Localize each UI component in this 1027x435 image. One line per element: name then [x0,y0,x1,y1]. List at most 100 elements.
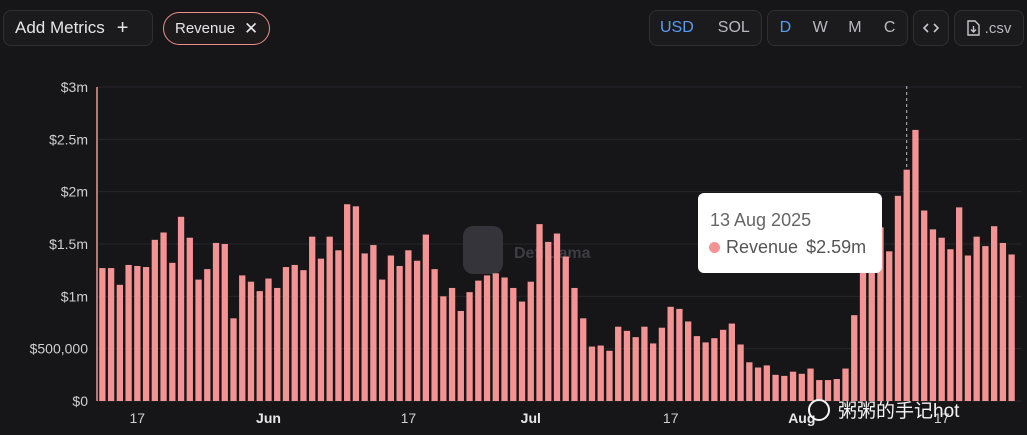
bar[interactable] [877,227,884,401]
bar[interactable] [431,269,438,401]
bar[interactable] [912,129,919,401]
bar[interactable] [221,244,228,401]
bar[interactable] [859,239,867,401]
period-daily-option[interactable]: D [779,19,792,36]
bar[interactable] [545,241,552,401]
bar[interactable] [169,262,176,401]
bar[interactable] [685,321,692,401]
bar[interactable] [483,275,491,401]
bar[interactable] [1008,254,1015,401]
bar[interactable] [422,234,429,401]
bar[interactable] [291,264,298,401]
revenue-metric-chip[interactable]: Revenue ✕ [163,12,270,45]
bar[interactable] [370,245,377,401]
csv-download-button[interactable]: .csv [954,10,1024,46]
bar[interactable] [501,277,508,401]
bar[interactable] [658,327,666,401]
bar[interactable] [641,326,648,401]
bar[interactable] [344,204,351,401]
bar[interactable] [632,337,639,401]
bar[interactable] [693,336,701,401]
bar[interactable] [615,326,622,401]
add-metrics-button[interactable]: Add Metrics + [3,10,153,46]
bar[interactable] [440,296,447,401]
bar[interactable] [134,265,141,401]
bar[interactable] [379,279,386,401]
bar[interactable] [562,256,569,401]
bar[interactable] [824,380,832,401]
bar[interactable] [335,250,342,401]
bar[interactable] [807,368,814,401]
bar[interactable] [396,265,403,401]
bar[interactable] [947,249,954,401]
bar[interactable] [956,207,963,401]
bar[interactable] [711,338,718,401]
bar[interactable] [571,287,578,401]
bar[interactable] [772,374,779,401]
bar[interactable] [212,242,220,401]
bar[interactable] [256,291,263,401]
bar[interactable] [816,380,823,401]
bar[interactable] [789,371,797,401]
bar[interactable] [964,255,972,401]
bar[interactable] [929,229,937,401]
bar[interactable] [186,237,193,401]
bar[interactable] [282,267,290,401]
bar[interactable] [466,292,473,401]
bar[interactable] [239,275,246,401]
bar[interactable] [448,287,456,401]
bar[interactable] [702,342,709,401]
bar[interactable] [588,346,596,401]
bar[interactable] [667,306,674,401]
close-icon[interactable]: ✕ [244,19,259,38]
period-cumulative-option[interactable]: C [883,19,896,36]
bar[interactable] [475,280,482,401]
bar[interactable] [510,287,517,401]
bar[interactable] [781,375,788,401]
bar[interactable] [265,278,272,401]
bar[interactable] [580,318,587,401]
bar[interactable] [300,270,307,401]
bar[interactable] [973,236,980,401]
bar[interactable] [597,345,604,401]
bar[interactable] [160,232,167,401]
bar[interactable] [536,224,543,401]
bar[interactable] [116,284,123,401]
bar[interactable] [151,239,158,401]
bar[interactable] [903,169,910,401]
bar[interactable] [798,373,805,401]
bar[interactable] [982,246,989,401]
currency-sol-option[interactable]: SOL [717,19,750,36]
bar[interactable] [99,268,106,401]
bar[interactable] [851,315,858,401]
bar[interactable] [247,281,255,401]
bar[interactable] [492,273,499,401]
bar[interactable] [606,350,613,401]
bar[interactable] [195,279,202,401]
bar[interactable] [763,365,770,401]
bar[interactable] [754,367,762,401]
bar[interactable] [352,206,360,401]
bar[interactable] [142,267,150,401]
bar[interactable] [405,250,412,401]
bar[interactable] [842,368,849,401]
bar[interactable] [309,236,316,401]
bar[interactable] [991,226,998,401]
bar[interactable] [274,287,281,401]
bar[interactable] [938,237,945,401]
bar[interactable] [518,301,526,401]
bar[interactable] [650,343,657,401]
bar[interactable] [728,323,735,401]
bar[interactable] [413,260,421,401]
period-weekly-option[interactable]: W [812,19,828,36]
bar[interactable] [746,362,753,401]
bar[interactable] [457,310,464,401]
bar[interactable] [326,236,333,401]
bar[interactable] [361,253,368,401]
bar[interactable] [527,281,534,401]
bar[interactable] [230,318,237,401]
bar[interactable] [553,233,561,401]
bar[interactable] [921,210,928,401]
bar[interactable] [107,268,115,401]
bar[interactable] [868,223,875,401]
